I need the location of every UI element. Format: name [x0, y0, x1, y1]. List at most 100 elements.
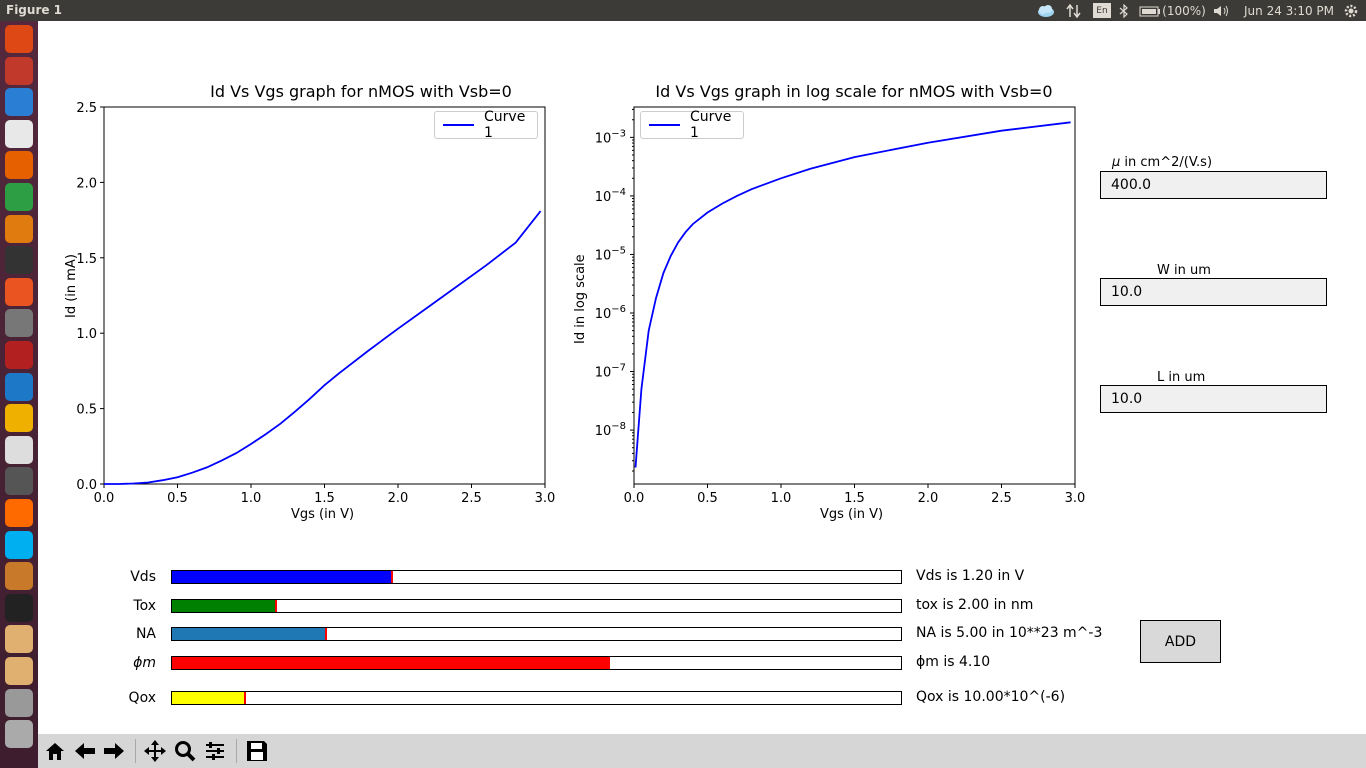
w-input[interactable]: 10.0 — [1100, 278, 1327, 306]
tick-exponent: −4 — [611, 187, 626, 198]
printer-icon[interactable] — [5, 720, 33, 749]
files-icon[interactable] — [5, 56, 33, 85]
na-slider[interactable] — [171, 627, 902, 641]
toolbar-separator — [135, 739, 136, 763]
tick-base: 10 — [595, 131, 612, 146]
tick-exponent: −8 — [611, 421, 626, 432]
vscode-icon[interactable] — [5, 372, 33, 401]
plot1-xtick-label: 3.0 — [535, 491, 556, 506]
na-slider-label: NA — [135, 626, 156, 642]
vds-slider[interactable] — [171, 570, 902, 584]
na-value-text: NA is 5.00 in 10**23 m^-3 — [916, 625, 1103, 641]
clock[interactable]: Jun 24 3:10 PM — [1244, 3, 1334, 18]
safari-icon[interactable] — [5, 499, 33, 527]
l-input[interactable]: 10.0 — [1100, 385, 1327, 413]
calc-icon[interactable] — [5, 183, 33, 211]
vds-slider-fill — [172, 571, 393, 583]
plot1-ytick-label: 2.5 — [76, 101, 97, 116]
ubuntu-icon[interactable] — [5, 25, 33, 53]
window-title: Figure 1 — [6, 3, 63, 17]
home-icon[interactable] — [42, 738, 68, 764]
legend-label: Curve 1 — [484, 109, 526, 141]
phim-slider-fill — [172, 657, 610, 669]
vds-slider-handle[interactable] — [391, 571, 394, 583]
zoom-icon[interactable] — [172, 738, 198, 764]
legend-line — [443, 124, 475, 126]
mu-label: μ in cm^2/(V.s) — [1112, 155, 1213, 170]
configure-subplots-icon[interactable] — [202, 738, 228, 764]
phim-slider-handle[interactable] — [608, 657, 611, 669]
plot2-ytick-label: 10−7 — [595, 363, 626, 381]
tox-value-text: tox is 2.00 in nm — [916, 597, 1034, 613]
tox-slider[interactable] — [171, 599, 902, 613]
skype-icon[interactable] — [5, 530, 33, 559]
tick-exponent: −5 — [611, 245, 626, 256]
qox-value-text: Qox is 10.00*10^(-6) — [916, 689, 1066, 705]
software-icon[interactable] — [5, 277, 33, 306]
package-icon[interactable] — [5, 562, 33, 591]
transfer-arrows-icon[interactable] — [1064, 2, 1084, 19]
l-label: L in um — [1157, 370, 1206, 385]
compass-icon[interactable] — [5, 625, 33, 654]
app-icon[interactable] — [5, 341, 33, 369]
sublime-icon[interactable] — [5, 404, 33, 433]
plot2-series-line — [634, 121, 1071, 468]
network-cloud-icon[interactable] — [1036, 2, 1056, 19]
qox-slider-handle[interactable] — [243, 692, 246, 704]
plot2-ytick-label: 10−8 — [595, 421, 626, 439]
amazon-icon[interactable] — [5, 246, 33, 275]
plot1-legend: Curve 1 — [434, 109, 538, 141]
launcher — [0, 21, 38, 768]
plot1-ytick-label: 1.5 — [76, 252, 97, 267]
plot1-series-line — [104, 210, 542, 485]
add-button[interactable]: ADD — [1140, 620, 1221, 663]
plot1-ylabel: Id (in mA) — [64, 254, 79, 318]
tox-slider-handle[interactable] — [275, 600, 278, 612]
top-panel: Figure 1 En (100%) Jun 24 3:10 PM — [0, 0, 1366, 21]
legend-label: Curve 1 — [690, 109, 732, 141]
keyboard-layout-indicator[interactable]: En — [1093, 3, 1111, 18]
plot1-xtick-label: 2.5 — [461, 491, 482, 506]
back-arrow-icon[interactable] — [72, 738, 98, 764]
tick-exponent: −6 — [611, 304, 626, 315]
volume-icon[interactable] — [1212, 2, 1232, 19]
mu-input[interactable]: 400.0 — [1100, 171, 1327, 199]
compass2-icon[interactable] — [5, 657, 33, 685]
firefox-icon[interactable] — [5, 151, 33, 180]
toolbar-separator — [236, 739, 237, 763]
plot1-xtick-label: 1.0 — [241, 491, 262, 506]
plot1-xtick-label: 1.5 — [314, 491, 335, 506]
plot2-xlabel: Vgs (in V) — [820, 507, 884, 522]
plot1-xtick-label: 2.0 — [388, 491, 409, 506]
gear-icon[interactable] — [1341, 2, 1361, 19]
pan-icon[interactable] — [142, 738, 168, 764]
bluetooth-icon[interactable] — [1117, 2, 1131, 19]
tox-slider-fill — [172, 600, 277, 612]
impress-icon[interactable] — [5, 214, 33, 243]
save-icon[interactable] — [244, 738, 270, 764]
terminal-icon[interactable] — [5, 593, 33, 622]
drive-icon[interactable] — [5, 688, 33, 717]
plot2-legend: Curve 1 — [640, 109, 744, 141]
settings-icon[interactable] — [5, 309, 33, 338]
document-icon[interactable] — [5, 88, 33, 117]
plot1-xtick-label: 0.5 — [167, 491, 188, 506]
legend-line — [649, 124, 681, 126]
plot1-ytick-label: 1.0 — [76, 327, 97, 342]
plot2-xtick-label: 2.5 — [991, 491, 1012, 506]
system-icon[interactable] — [5, 467, 33, 496]
tox-slider-label: Tox — [133, 598, 156, 614]
na-slider-handle[interactable] — [324, 628, 327, 640]
battery-icon[interactable] — [1139, 2, 1161, 19]
chrome-icon[interactable] — [5, 119, 33, 148]
plot2-ytick-label: 10−3 — [595, 128, 626, 146]
na-slider-fill — [172, 628, 326, 640]
plot2-xtick-label: 1.0 — [771, 491, 792, 506]
plot2-ytick-label: 10−5 — [595, 245, 626, 263]
forward-arrow-icon[interactable] — [101, 738, 127, 764]
phim-slider[interactable] — [171, 656, 902, 670]
qox-slider-label: Qox — [128, 690, 156, 706]
qox-slider[interactable] — [171, 691, 902, 705]
editor-icon[interactable] — [5, 435, 33, 464]
plot2-title: Id Vs Vgs graph in log scale for nMOS wi… — [655, 82, 1053, 101]
